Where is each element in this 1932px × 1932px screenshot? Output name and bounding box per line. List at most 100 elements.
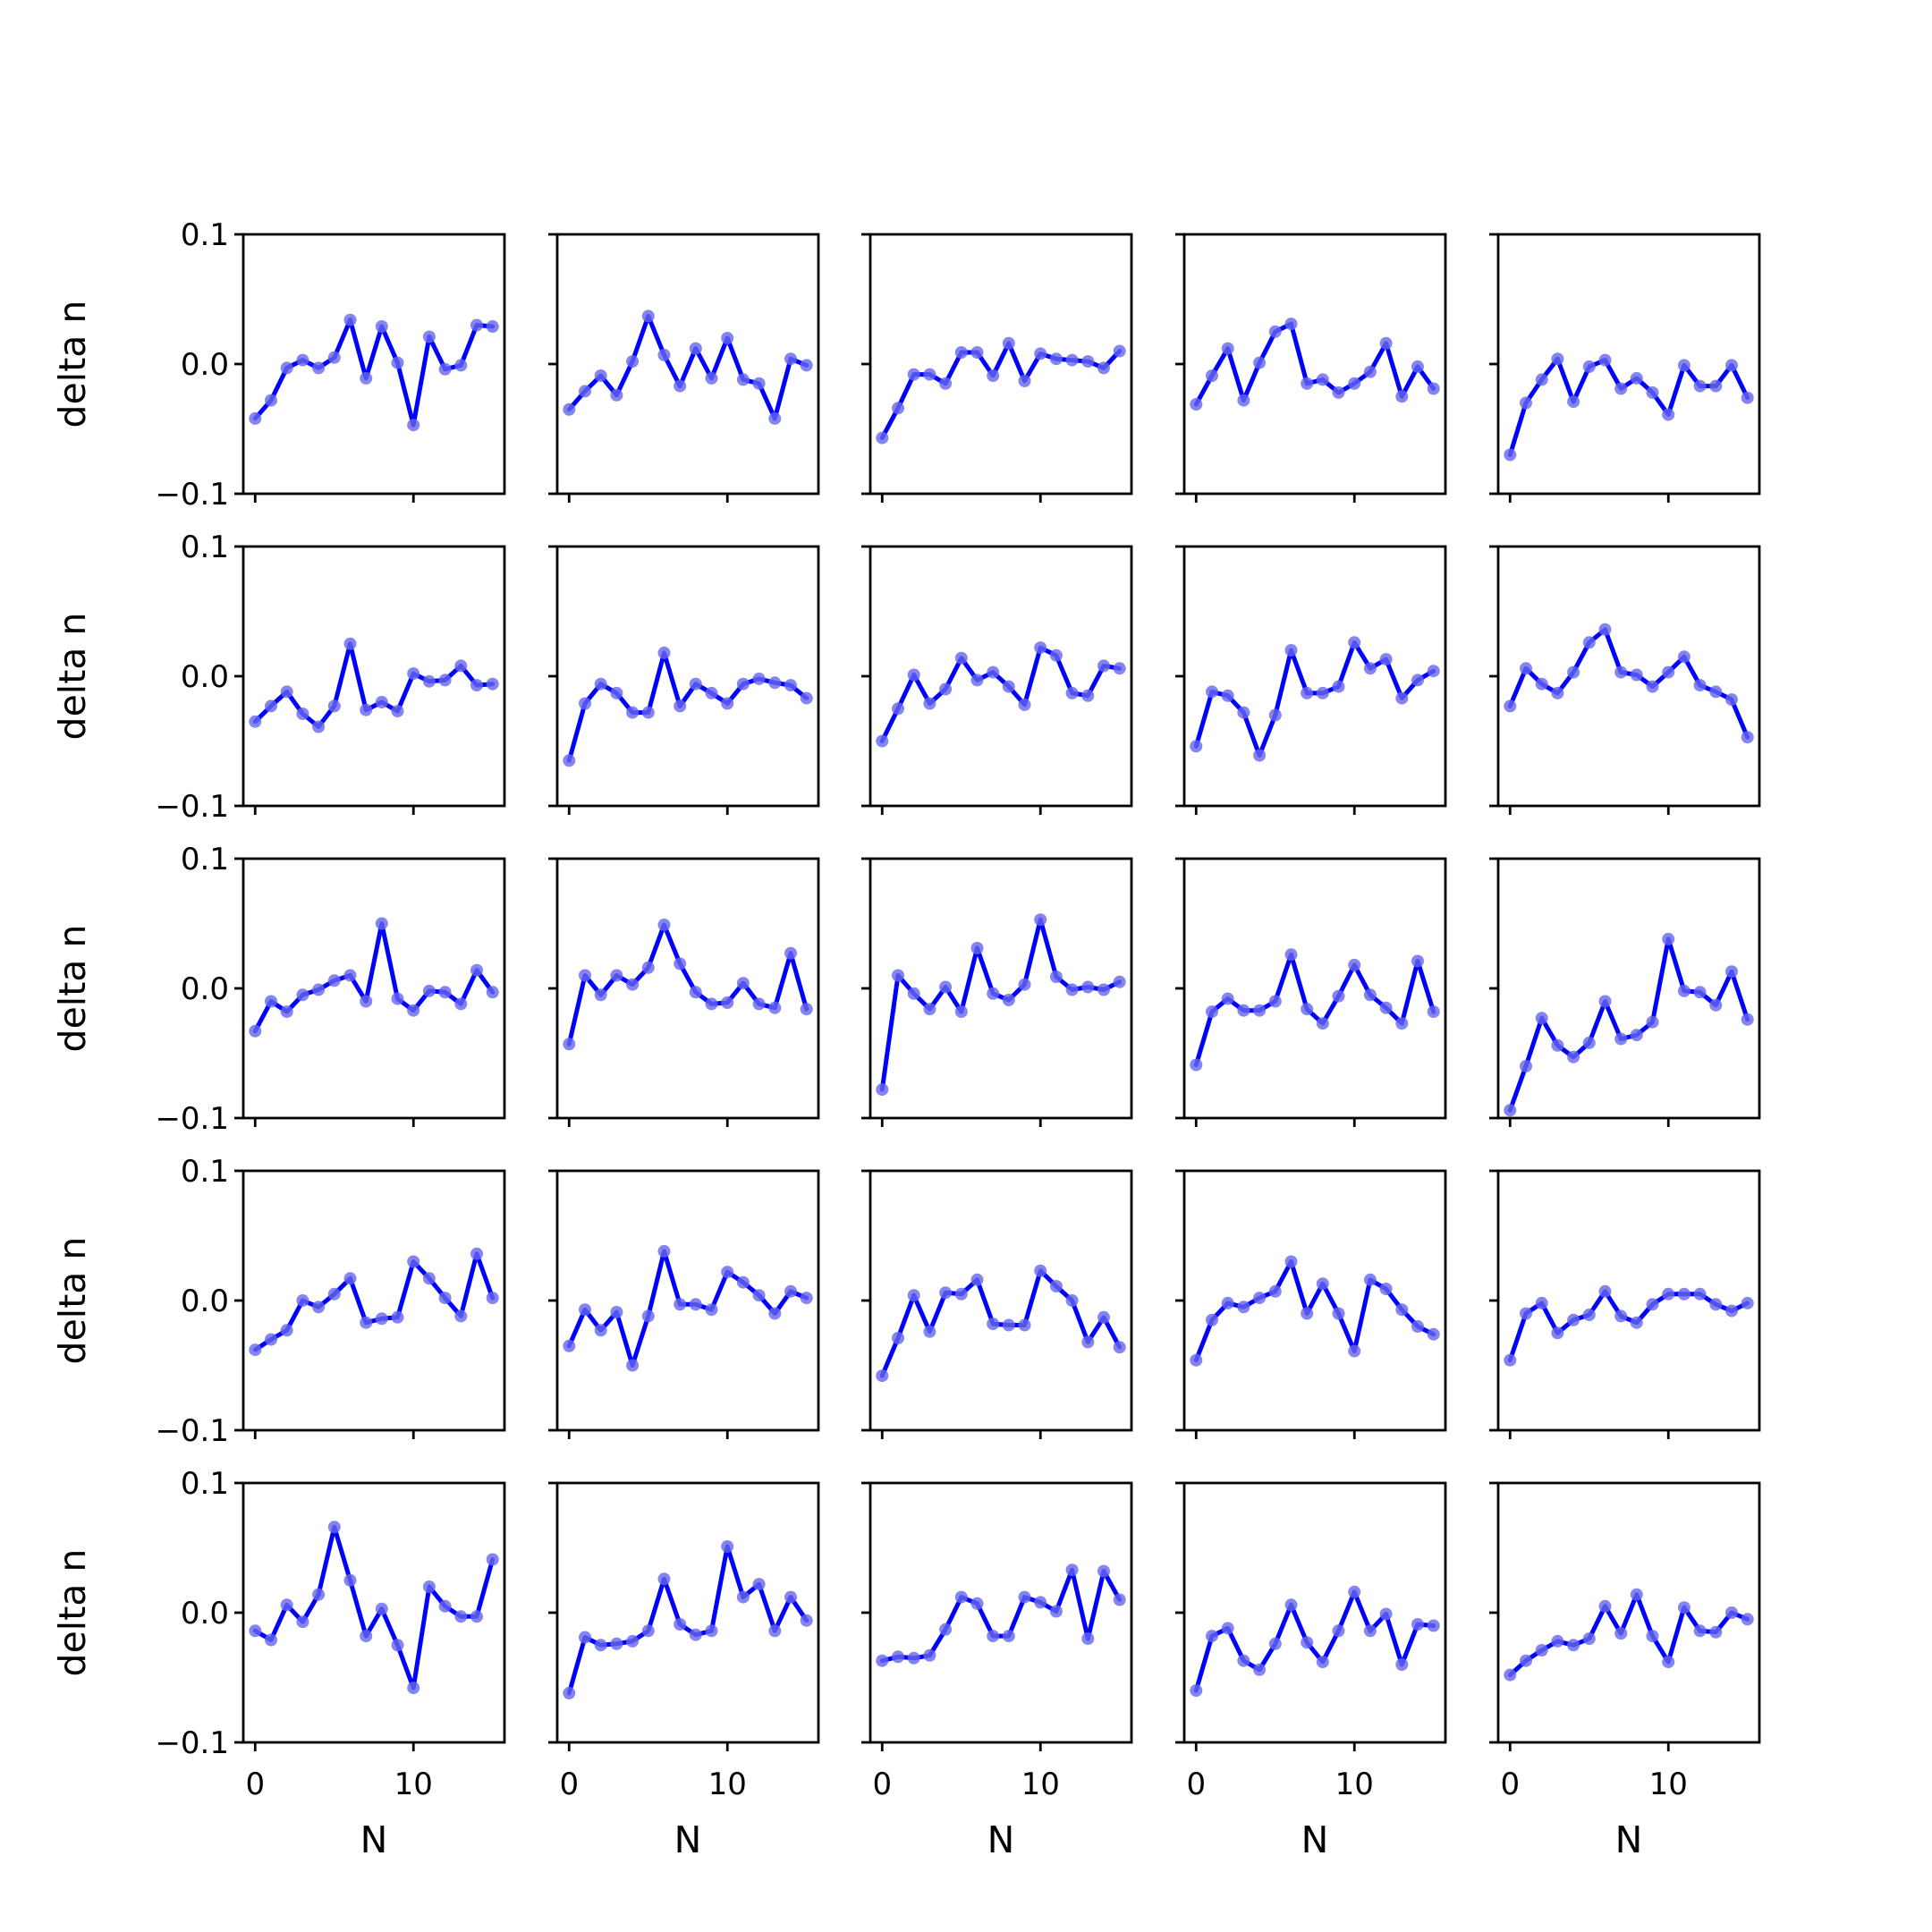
data-point <box>1551 1038 1564 1052</box>
data-point <box>249 715 262 728</box>
y-tick-label: −0.1 <box>155 477 229 513</box>
data-point <box>1113 662 1126 675</box>
data-point <box>1065 686 1079 699</box>
x-axis-label: N <box>1615 1818 1643 1861</box>
data-point <box>1002 680 1015 693</box>
data-point <box>1725 965 1738 979</box>
data-point <box>800 1003 813 1016</box>
data-point <box>563 1686 576 1699</box>
data-point <box>312 1301 326 1314</box>
data-point <box>1221 1296 1234 1309</box>
subplot-1-4 <box>1175 233 1447 503</box>
data-point <box>923 1325 936 1338</box>
subplot-5-2: 0 10N <box>548 1481 820 1861</box>
data-point <box>1081 980 1095 994</box>
data-point <box>800 691 813 705</box>
data-point <box>1582 636 1596 649</box>
data-point <box>360 1316 373 1329</box>
data-point <box>705 1624 718 1638</box>
data-point <box>563 1038 576 1051</box>
data-point <box>1630 371 1643 385</box>
data-point <box>1630 1316 1643 1329</box>
data-point <box>296 988 309 1002</box>
data-point <box>1395 1017 1409 1030</box>
data-point <box>1348 1585 1361 1598</box>
data-point <box>752 1578 766 1591</box>
data-point <box>1081 689 1095 702</box>
data-point <box>987 369 1000 382</box>
data-point <box>1709 379 1723 393</box>
series-line <box>566 313 809 421</box>
data-point <box>970 346 984 359</box>
data-point <box>1221 1622 1234 1635</box>
data-point <box>594 1324 607 1337</box>
data-point <box>1332 1624 1345 1638</box>
axes-frame <box>555 1169 820 1432</box>
data-point <box>1677 359 1690 372</box>
subplot-1-5 <box>1489 233 1761 503</box>
data-point <box>563 754 576 767</box>
data-point <box>923 1003 936 1016</box>
y-tick-label: 0.0 <box>181 971 229 1007</box>
data-point <box>768 1307 782 1320</box>
data-point <box>721 1540 734 1553</box>
data-point <box>1725 1304 1738 1318</box>
data-point <box>1049 1605 1063 1618</box>
data-point <box>987 1630 1000 1643</box>
series-line <box>879 1567 1123 1664</box>
data-point <box>1567 1639 1580 1652</box>
series-line <box>879 341 1123 441</box>
data-point <box>1034 1264 1047 1277</box>
data-point <box>1049 648 1063 662</box>
data-point <box>970 942 984 954</box>
data-point <box>800 1614 813 1627</box>
subplot-5-3: 0 10N <box>861 1481 1133 1861</box>
data-point <box>1253 356 1267 369</box>
data-point <box>1065 983 1079 996</box>
data-point <box>689 342 702 355</box>
subplot-5-5: 0 10N <box>1489 1481 1761 1861</box>
data-point <box>907 1651 920 1665</box>
data-point <box>1253 1663 1267 1676</box>
subplot-2-2 <box>548 545 820 815</box>
subplot-3-5 <box>1489 857 1761 1127</box>
data-point <box>1395 1658 1409 1671</box>
data-point <box>1582 360 1596 373</box>
data-point <box>1411 1618 1424 1631</box>
data-point <box>1379 1607 1393 1621</box>
data-point <box>1097 1564 1110 1578</box>
data-point <box>594 1639 607 1652</box>
data-point <box>1284 1255 1298 1268</box>
data-point <box>892 402 904 415</box>
data-point <box>1582 1036 1596 1049</box>
data-point <box>1301 1636 1314 1649</box>
data-point <box>312 361 326 375</box>
axes-frame <box>1496 545 1761 808</box>
data-point <box>454 1610 468 1623</box>
data-point <box>1646 680 1659 693</box>
subplot-4-4 <box>1175 1169 1447 1439</box>
y-tick-label: 0.0 <box>181 1284 229 1319</box>
subplot-3-4 <box>1175 857 1447 1127</box>
data-point <box>784 946 797 960</box>
series-line <box>1507 1289 1750 1363</box>
subplot-1-2 <box>548 233 820 503</box>
data-point <box>1520 1307 1532 1320</box>
data-point <box>939 980 953 994</box>
data-point <box>1332 1307 1345 1320</box>
data-point <box>1504 448 1517 462</box>
data-point <box>657 919 671 931</box>
data-point <box>1598 995 1612 1008</box>
y-tick-label: 0.1 <box>181 1154 229 1190</box>
data-point <box>375 696 388 708</box>
data-point <box>1316 686 1329 699</box>
data-point <box>768 676 782 690</box>
data-point <box>360 371 373 385</box>
data-point <box>579 1631 591 1644</box>
data-point <box>987 987 1000 1000</box>
data-point <box>610 686 623 699</box>
data-point <box>1725 359 1738 372</box>
data-point <box>1190 1353 1203 1367</box>
data-point <box>391 705 404 718</box>
